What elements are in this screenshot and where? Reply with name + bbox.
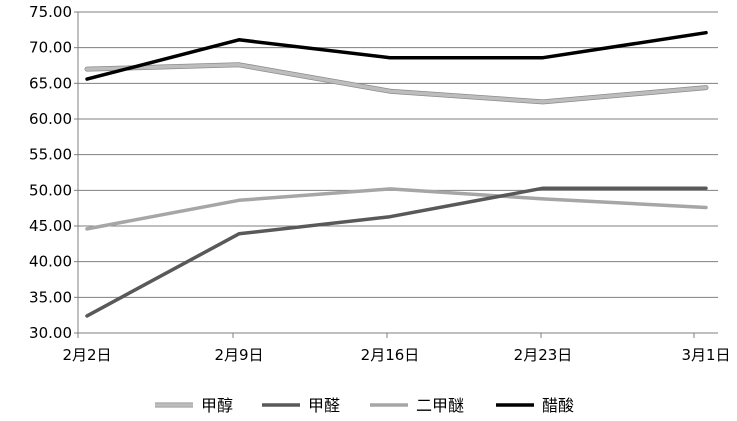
y-tick-label: 55.00 <box>29 146 72 164</box>
y-tick-label: 40.00 <box>29 253 72 271</box>
y-tick-label: 35.00 <box>29 288 72 306</box>
y-tick-label: 45.00 <box>29 217 72 235</box>
x-tick-label: 2月9日 <box>214 346 263 364</box>
y-tick-label: 60.00 <box>29 110 72 128</box>
series-line-3 <box>85 187 708 231</box>
legend-label: 甲醇 <box>201 396 233 415</box>
y-tick-label: 65.00 <box>29 74 72 92</box>
series-line-1 <box>85 63 708 104</box>
y-tick-labels: 30.00 35.00 40.00 45.00 50.00 55.00 60.00 65.00… <box>29 3 72 342</box>
y-tick-label: 70.00 <box>29 39 72 57</box>
y-tick-label: 30.00 <box>29 324 72 342</box>
x-tick-label: 2月16日 <box>361 346 420 364</box>
legend-label: 甲醛 <box>308 396 340 415</box>
series-line-2 <box>85 186 708 318</box>
legend-label: 二甲醚 <box>416 396 464 415</box>
axes <box>74 11 718 338</box>
x-tick-label: 3月1日 <box>681 346 730 364</box>
series-line-4 <box>85 30 708 81</box>
x-tick-label: 2月23日 <box>514 346 573 364</box>
legend: 甲醇 甲醛 二甲醚 醋酸 <box>155 396 574 415</box>
legend-label: 醋酸 <box>542 396 574 415</box>
y-tick-label: 50.00 <box>29 181 72 199</box>
x-tick-labels: 2月2日 2月9日 2月16日 2月23日 3月1日 <box>62 346 730 364</box>
series-lines <box>84 30 709 318</box>
x-tick-label: 2月2日 <box>62 346 111 364</box>
y-tick-label: 75.00 <box>29 3 72 21</box>
